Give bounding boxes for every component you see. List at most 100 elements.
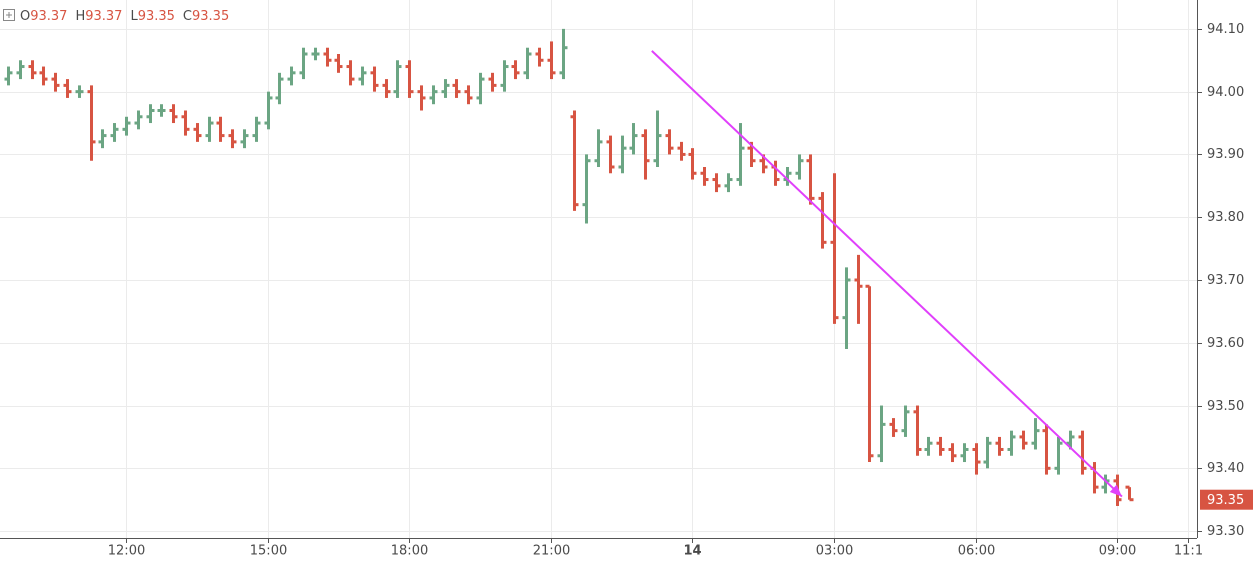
last-price-box — [1200, 489, 1253, 510]
ohlc-bar — [618, 135, 627, 174]
ohlc-bar — [1031, 418, 1040, 450]
ohlc-bar — [983, 436, 992, 469]
x-tick-label: 18:00 — [391, 544, 428, 559]
ohlc-bar — [842, 267, 851, 350]
ohlc-bar — [736, 123, 745, 186]
price-axis-panel — [1197, 0, 1253, 562]
ohlc-key: O — [20, 9, 30, 24]
ohlc-bar — [1019, 430, 1028, 450]
ohlc-bar — [382, 79, 391, 98]
x-tick-label: 12:00 — [108, 544, 145, 559]
ohlc-bar — [464, 85, 473, 105]
ohlc-bar — [134, 110, 143, 130]
ohlc-bar — [924, 436, 933, 456]
ohlc-bar — [582, 154, 591, 224]
ohlc-bar — [677, 141, 686, 161]
ohlc-bar — [889, 418, 898, 437]
x-tick-label: 11:1 — [1174, 544, 1203, 559]
ohlc-bar — [146, 104, 155, 124]
ohlc-bar — [700, 166, 709, 186]
ohlc-bar — [240, 129, 249, 149]
ohlc-bar — [1066, 430, 1075, 450]
ohlc-bar — [87, 85, 96, 161]
ohlc-bar — [299, 47, 308, 80]
ohlc-bar — [724, 173, 733, 193]
axes: 93.30 93.40 93.50 93.60 93.70 93.80 93.90 94.00… — [108, 22, 1253, 559]
ohlc-bar — [110, 123, 119, 142]
ohlc-bar — [641, 129, 650, 180]
ohlc-bar — [936, 436, 945, 456]
ohlc-bar — [806, 154, 815, 205]
ohlc-bar — [4, 66, 13, 86]
y-tick-label: 93.30 — [1207, 524, 1244, 539]
ohlc-bar — [28, 60, 37, 80]
y-tick-label: 93.50 — [1207, 399, 1244, 414]
x-tick-label: 14 — [683, 544, 701, 559]
ohlc-bar — [287, 66, 296, 86]
drawings — [651, 50, 1123, 498]
ohlc-bar — [51, 72, 60, 92]
ohlc-bar — [854, 254, 863, 324]
collapse-icon[interactable] — [3, 9, 15, 21]
y-tick-label: 93.90 — [1207, 147, 1244, 162]
ohlc-bar — [606, 135, 615, 174]
ohlc-bar — [311, 47, 320, 61]
ohlc-bar — [323, 47, 332, 67]
grid — [0, 0, 1197, 538]
x-tick-label: 06:00 — [958, 544, 995, 559]
ohlc-bar — [216, 116, 225, 142]
y-tick-label: 93.40 — [1207, 461, 1244, 476]
ohlc-bar — [193, 123, 202, 142]
x-tick-label: 09:00 — [1099, 544, 1136, 559]
ohlc-bar — [476, 72, 485, 105]
ohlc-bar — [629, 123, 638, 155]
ohlc-bar — [275, 72, 284, 105]
ohlc-bar — [169, 104, 178, 124]
ohlc-bar — [688, 148, 697, 180]
x-tick-label: 21:00 — [533, 544, 570, 559]
ohlc-bar — [264, 91, 273, 130]
ohlc-bar — [1007, 430, 1016, 456]
ohlc-bar — [205, 116, 214, 142]
ohlc-bar — [452, 79, 461, 98]
ohlc-bar — [559, 28, 568, 80]
ohlc-bar — [488, 72, 497, 92]
ohlc-bar — [39, 66, 48, 86]
trend-line — [651, 50, 1123, 498]
ohlc-bar — [122, 116, 131, 136]
ohlc-bar — [960, 443, 969, 463]
ohlc-bar — [570, 110, 579, 211]
ohlc-key: C — [183, 9, 192, 24]
ohlc-bar — [334, 53, 343, 73]
ohlc-bar — [901, 405, 910, 437]
x-tick-label: 15:00 — [250, 544, 287, 559]
ohlc-bar — [1078, 430, 1087, 475]
ohlc-bar — [429, 85, 438, 105]
ohlc-value: 93.35 — [192, 9, 229, 24]
ohlc-key: L — [130, 9, 138, 24]
y-tick-label: 93.80 — [1207, 210, 1244, 225]
x-tick-label: 03:00 — [816, 544, 853, 559]
ohlc-bar — [157, 104, 166, 117]
ohlc-bar — [523, 47, 532, 80]
ohlc-bar — [511, 60, 520, 80]
ohlc-bar — [877, 405, 886, 463]
ohlc-bar — [370, 66, 379, 92]
y-tick-label: 94.10 — [1207, 22, 1244, 37]
ohlc-bar — [948, 443, 957, 463]
y-tick-label: 93.70 — [1207, 273, 1244, 288]
ohlc-bar — [865, 284, 874, 463]
ohlc-bar — [393, 60, 402, 98]
ohlc-bar — [346, 60, 355, 86]
ohlc-bar — [358, 66, 367, 86]
ohlc-bar — [830, 173, 839, 324]
ohlc-bar — [1054, 436, 1063, 475]
ohlc-bar — [712, 173, 721, 193]
ohlc-bar — [181, 110, 190, 136]
legend-header: O93.37 H93.37 L93.35 C93.35 — [3, 9, 229, 24]
ohlc-bar — [75, 85, 84, 98]
ohlc-bar — [535, 47, 544, 67]
last-price-label: 93.35 — [1207, 493, 1244, 508]
ohlc-bar — [665, 129, 674, 155]
